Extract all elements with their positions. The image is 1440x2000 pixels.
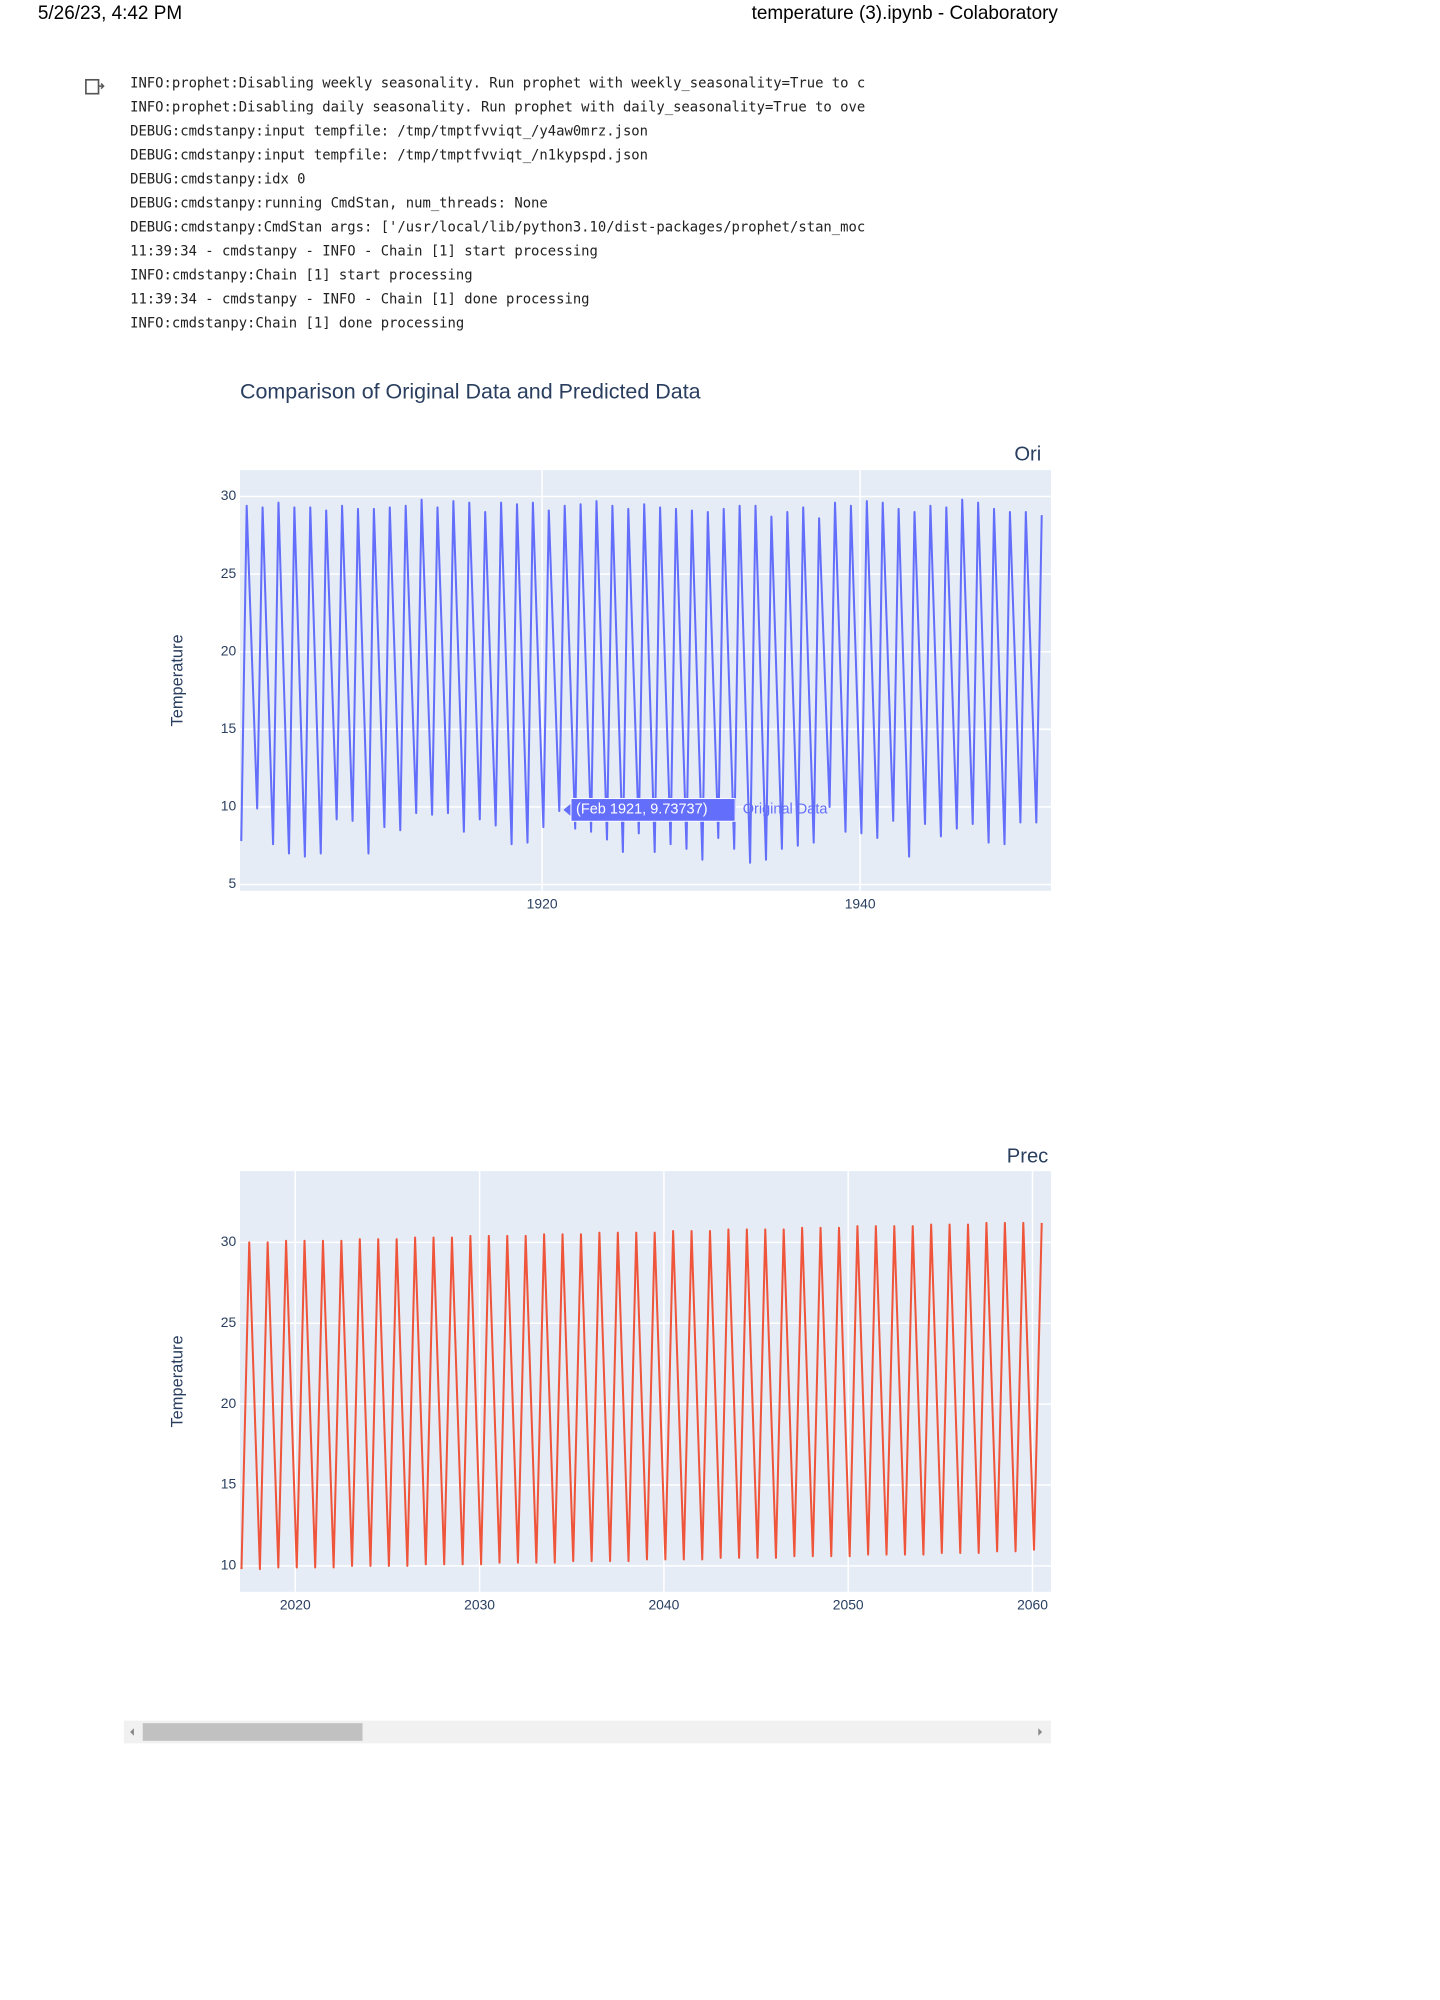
subplot-title: Ori	[1014, 443, 1041, 465]
output-log: INFO:prophet:Disabling weekly seasonalit…	[130, 76, 865, 332]
log-line: DEBUG:cmdstanpy:input tempfile: /tmp/tmp…	[130, 124, 648, 140]
horizontal-scrollbar[interactable]	[123, 1720, 1051, 1744]
log-line: INFO:prophet:Disabling daily seasonality…	[130, 100, 865, 116]
y-axis-title: Temperature	[168, 1335, 186, 1427]
chart: Prec 10 15 20 25 30 2020 2030 2040 2050 2060 Temper…	[168, 1146, 1051, 1612]
log-line: DEBUG:cmdstanpy:input tempfile: /tmp/tmp…	[130, 148, 648, 164]
y-tick-label: 10	[221, 798, 237, 814]
log-line: 11:39:34 - cmdstanpy - INFO - Chain [1] …	[130, 244, 598, 260]
x-tick-label: 2060	[1017, 1596, 1048, 1612]
x-tick-label: 1920	[527, 895, 558, 911]
hover-series-name: Original Data	[743, 802, 829, 818]
y-tick-label: 20	[221, 642, 237, 658]
y-tick-label: 25	[221, 565, 237, 581]
y-tick-label: 5	[228, 875, 236, 891]
print-date: 5/26/23, 4:42 PM	[38, 3, 182, 24]
log-line: INFO:prophet:Disabling weekly seasonalit…	[130, 76, 865, 92]
y-tick-label: 30	[221, 487, 237, 503]
y-tick-label: 20	[221, 1395, 237, 1411]
plot-lines	[240, 1221, 1043, 1571]
x-tick-label: 1940	[845, 895, 876, 911]
y-tick-label: 15	[221, 720, 237, 736]
y-tick-label: 30	[221, 1233, 237, 1249]
y-tick-label: 15	[221, 1476, 237, 1492]
hover-pointer	[563, 803, 571, 817]
log-line: DEBUG:cmdstanpy:running CmdStan, num_thr…	[130, 196, 548, 212]
plot-output: Comparison of Original Data and Predicte…	[168, 380, 1051, 1612]
log-line: 11:39:34 - cmdstanpy - INFO - Chain [1] …	[130, 292, 589, 308]
hover-text: (Feb 1921, 9.73737)	[576, 802, 708, 818]
y-tick-label: 25	[221, 1314, 237, 1330]
data-line	[240, 498, 1043, 864]
x-tick-label: 2020	[280, 1596, 311, 1612]
y-tick-label: 10	[221, 1557, 237, 1573]
output-icon[interactable]	[85, 78, 105, 95]
scroll-thumb[interactable]	[142, 1723, 363, 1741]
subplot-title: Prec	[1007, 1146, 1049, 1168]
chart-title: Comparison of Original Data and Predicte…	[240, 380, 701, 404]
log-line: DEBUG:cmdstanpy:idx 0	[130, 172, 305, 188]
hover-box	[570, 798, 736, 822]
x-tick-label: 2030	[464, 1596, 495, 1612]
log-line: INFO:cmdstanpy:Chain [1] done processing	[130, 316, 464, 332]
x-tick-label: 2040	[648, 1596, 679, 1612]
y-axis-title: Temperature	[168, 634, 186, 726]
plot-lines	[240, 498, 1043, 864]
log-line: DEBUG:cmdstanpy:CmdStan args: ['/usr/loc…	[130, 220, 865, 236]
x-tick-label: 2050	[833, 1596, 864, 1612]
print-title: temperature (3).ipynb - Colaboratory	[752, 3, 1059, 24]
data-line	[240, 1221, 1043, 1571]
chart: Comparison of Original Data and Predicte…	[168, 380, 1051, 911]
log-line: INFO:cmdstanpy:Chain [1] start processin…	[130, 268, 473, 284]
